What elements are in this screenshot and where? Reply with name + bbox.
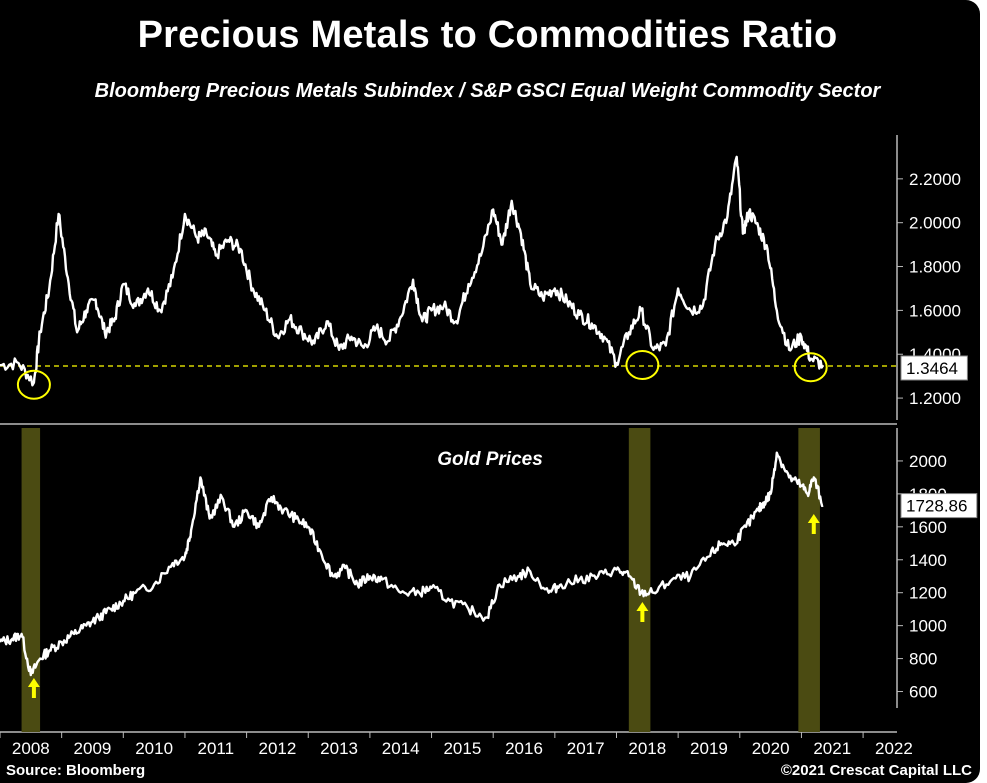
top-y-tick-label-0: 1.2000 bbox=[909, 389, 961, 408]
bottom-current-value-label: 1728.86 bbox=[906, 497, 967, 516]
x-tick-label-0: 2008 bbox=[12, 739, 50, 758]
x-tick-label-12: 2020 bbox=[752, 739, 790, 758]
x-tick-label-7: 2015 bbox=[443, 739, 481, 758]
bottom-y-tick-label-0: 600 bbox=[909, 683, 937, 702]
ratio-series-line bbox=[0, 155, 825, 387]
bottom-y-tick-label-7: 2000 bbox=[909, 452, 947, 471]
low-marker-circle-0 bbox=[16, 369, 51, 400]
low-marker-circle-1 bbox=[625, 350, 660, 380]
top-y-tick-label-3: 1.8000 bbox=[909, 258, 961, 277]
top-y-tick-label-5: 2.2000 bbox=[909, 170, 961, 189]
x-tick-label-2: 2010 bbox=[135, 739, 173, 758]
x-tick-label-8: 2016 bbox=[505, 739, 543, 758]
x-tick-label-11: 2019 bbox=[690, 739, 728, 758]
x-tick-label-4: 2012 bbox=[259, 739, 297, 758]
x-tick-label-9: 2017 bbox=[567, 739, 605, 758]
up-arrow-icon-2 bbox=[807, 514, 820, 534]
source-note: Source: Bloomberg bbox=[6, 762, 146, 779]
chart-title: Precious Metals to Commodities Ratio bbox=[137, 14, 838, 56]
bottom-y-tick-label-4: 1400 bbox=[909, 551, 947, 570]
gold-panel-title: Gold Prices bbox=[437, 449, 543, 470]
low-marker-circle-2 bbox=[793, 352, 828, 383]
copyright-note: ©2021 Crescat Capital LLC bbox=[780, 762, 972, 779]
bottom-current-value-label-box bbox=[900, 493, 978, 519]
bottom-y-tick-label-1: 800 bbox=[909, 650, 937, 669]
x-tick-label-1: 2009 bbox=[74, 739, 112, 758]
x-tick-label-14: 2022 bbox=[875, 739, 913, 758]
up-arrow-icon-1 bbox=[636, 602, 649, 622]
x-tick-label-3: 2011 bbox=[197, 739, 234, 758]
top-current-value-label-box bbox=[900, 355, 968, 381]
bottom-y-tick-label-2: 1000 bbox=[909, 617, 947, 636]
x-tick-label-6: 2014 bbox=[382, 739, 420, 758]
up-arrow-icon-0 bbox=[27, 678, 40, 698]
top-y-tick-label-4: 2.0000 bbox=[909, 214, 961, 233]
bottom-y-tick-label-3: 1200 bbox=[909, 584, 947, 603]
highlight-band-1 bbox=[628, 428, 651, 732]
x-tick-label-10: 2018 bbox=[628, 739, 666, 758]
chart-subtitle: Bloomberg Precious Metals Subindex / S&P… bbox=[94, 80, 881, 102]
gold-series-line bbox=[0, 451, 824, 677]
x-tick-label-5: 2013 bbox=[320, 739, 358, 758]
top-current-value-label: 1.3464 bbox=[906, 359, 958, 378]
top-y-tick-label-2: 1.6000 bbox=[909, 301, 961, 320]
x-tick-label-13: 2021 bbox=[813, 739, 851, 758]
bottom-y-tick-label-5: 1600 bbox=[909, 518, 947, 537]
highlight-band-2 bbox=[798, 428, 820, 732]
